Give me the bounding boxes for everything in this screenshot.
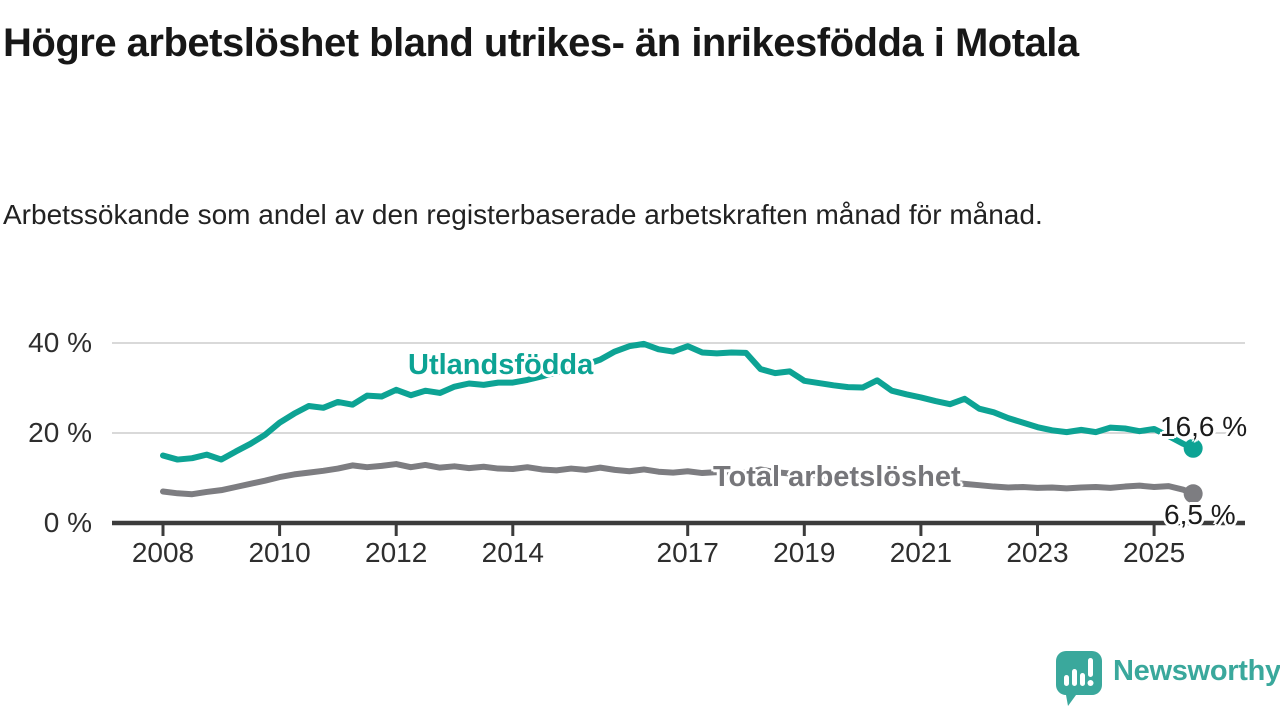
x-tick-label: 2025	[1122, 537, 1186, 568]
x-tick-label: 2012	[365, 537, 428, 568]
end-value-label-utlandsfodda: 16,6 %	[1160, 411, 1248, 442]
x-tick-label: 2014	[481, 537, 544, 568]
speech-bubble-bar-chart-icon	[1056, 651, 1102, 712]
x-tick-label: 2008	[131, 537, 195, 568]
x-tick-label: 2010	[248, 537, 311, 568]
y-tick-label: 20 %	[28, 417, 92, 448]
series-label-utlandsfodda: Utlandsfödda	[408, 349, 594, 381]
page-title: Högre arbetslöshet bland utrikes- än inr…	[3, 21, 1079, 65]
y-tick-label: 0 %	[43, 507, 92, 538]
y-tick-label: 40 %	[28, 327, 92, 358]
x-tick-label: 2019	[773, 537, 836, 568]
x-tick-label: 2023	[1006, 537, 1069, 568]
newsworthy-logo: Newsworthy	[1056, 651, 1280, 712]
brand-name: Newsworthy	[1113, 655, 1280, 687]
series-label-total-arbetsloshet: Total arbetslöshet	[713, 461, 961, 493]
x-tick-label: 2021	[889, 537, 953, 568]
page-subtitle: Arbetssökande som andel av den registerb…	[3, 199, 1043, 230]
x-tick-label: 2017	[656, 537, 719, 568]
end-value-label-total: 6,5 %	[1164, 499, 1236, 530]
